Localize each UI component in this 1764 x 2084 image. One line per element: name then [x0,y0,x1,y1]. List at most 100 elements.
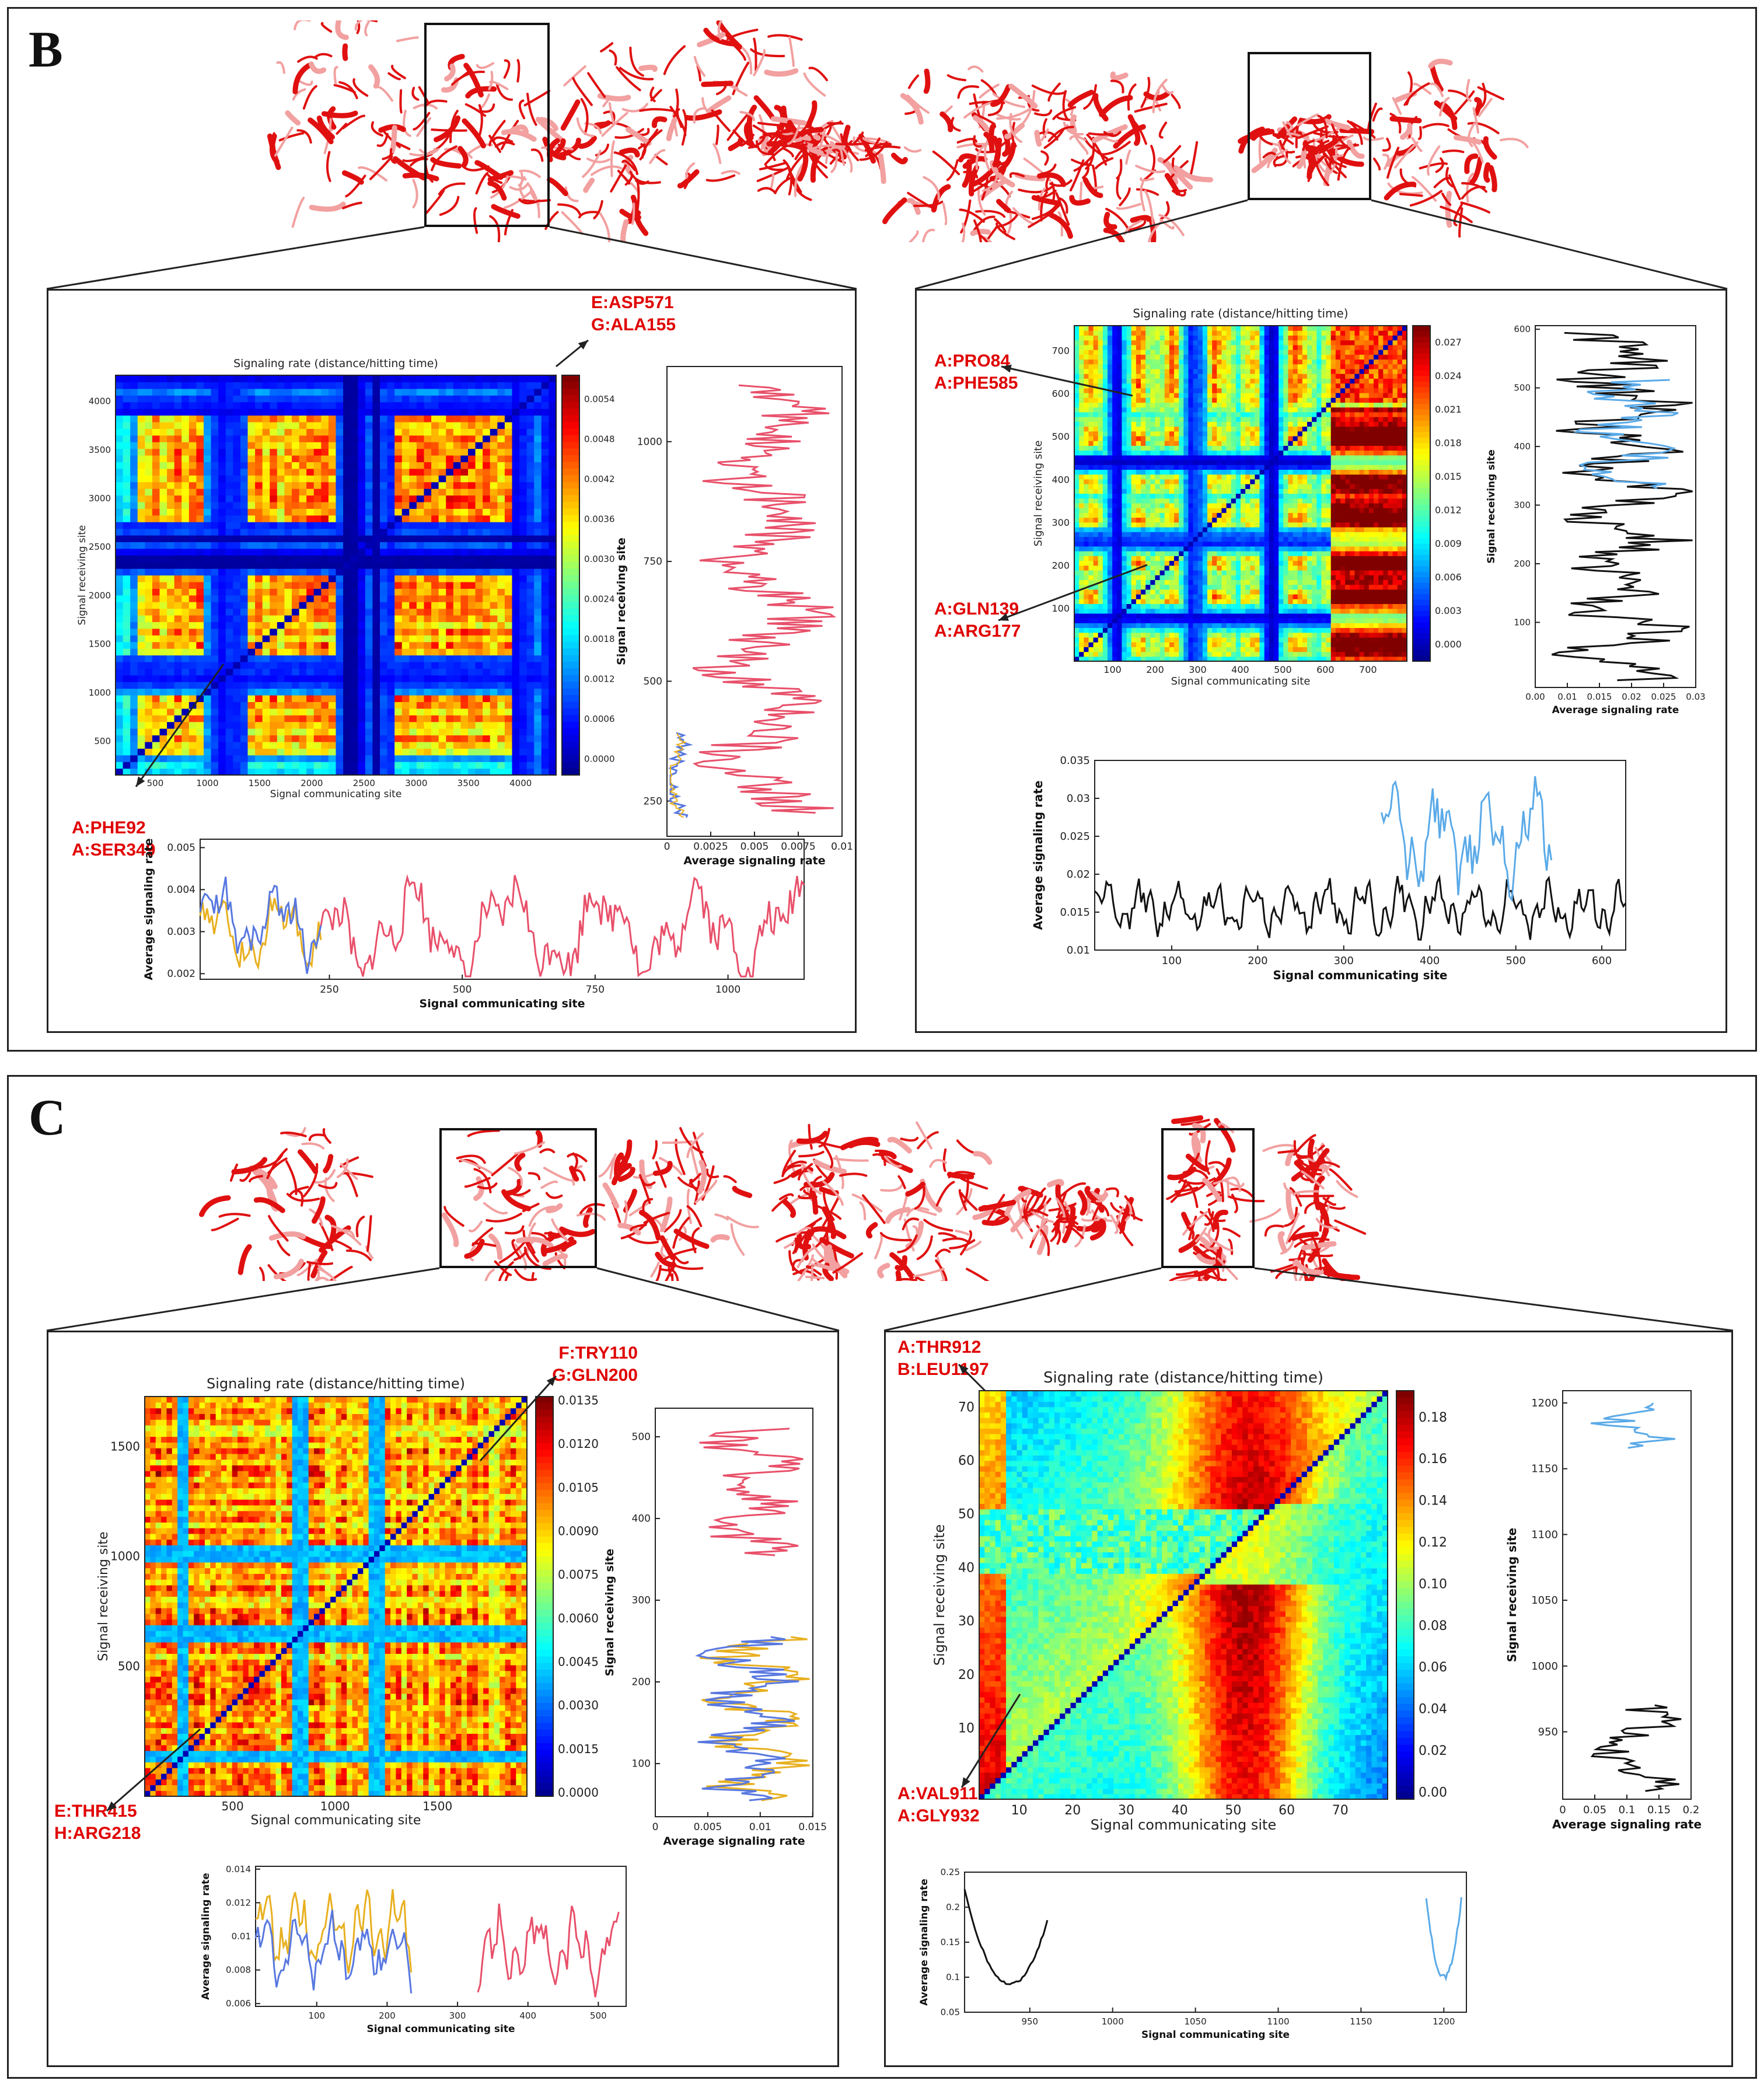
c-left-colorbar [536,1397,553,1797]
c-right-side-xtick: 0.05 [1583,1804,1606,1816]
protein-structure-c-2 [441,1129,606,1281]
c-left-arrow-bottom [106,1728,201,1812]
b-left-side-ytick: 250 [644,795,662,807]
b-left-bottom-xtick: 750 [586,984,605,996]
c-left-arrow-top [479,1375,557,1462]
colorbar-segment [562,462,579,469]
protein-structure-b-7 [956,82,1109,239]
colorbar-segment [536,1762,553,1771]
c-left-bottom-ytick: 0.006 [226,1998,251,2009]
c-right-side-xtick: 0 [1559,1804,1566,1816]
colorbar-segment [1413,577,1430,584]
colorbar-segment [1413,510,1430,516]
colorbar-segment [536,1416,553,1424]
b-left-heatmap-ytick: 1000 [89,687,111,698]
c-left-bottom-xtick: 500 [590,2010,607,2021]
colorbar-segment [1413,594,1430,601]
colorbar-segment [1396,1499,1414,1507]
colorbar-segment [562,762,579,769]
colorbar-segment [536,1483,553,1490]
colorbar-segment [1413,543,1430,550]
b-left-arrow-bottom [135,664,225,787]
b-right-bottom-ytick: 0.025 [1060,830,1090,843]
b-left-colorbar-tick: 0.0012 [584,674,615,685]
colorbar-segment [562,581,579,589]
colorbar-segment [536,1643,553,1650]
colorbar-segment [1413,655,1430,662]
colorbar-segment [536,1423,553,1431]
c-right-heatmap-title: Signaling rate (distance/hitting time) [1043,1369,1323,1387]
c-right-bottom-xtick: 1100 [1267,2016,1289,2027]
colorbar-segment [1396,1411,1414,1419]
b-left-colorbar-tick: 0.0048 [584,434,615,445]
colorbar-segment [536,1676,553,1684]
c-right-colorbar-tick: 0.08 [1419,1619,1447,1633]
colorbar-segment [1413,521,1430,528]
colorbar-segment [1413,448,1430,455]
b-right-bottom-xtick: 100 [1162,955,1182,967]
c-right-heatmap-ytick: 20 [958,1668,974,1682]
colorbar-segment [536,1750,553,1757]
colorbar-segment [562,395,579,403]
colorbar-segment [562,382,579,389]
c-left-heatmap [145,1397,528,1797]
b-left-colorbar-frame [561,375,580,776]
b-right-side-xtick: 0.015 [1587,692,1612,702]
colorbar-segment [1396,1751,1414,1759]
colorbar-segment [1396,1765,1414,1773]
colorbar-segment [1413,644,1430,651]
b-right-heatmap-xtick: 400 [1231,664,1249,675]
selection-box-c-right [1161,1128,1255,1268]
colorbar-segment [1413,465,1430,472]
c-right-bottom-xtick: 1000 [1102,2016,1124,2027]
protein-structure-c-3 [579,1127,759,1281]
protein-structure-b-8 [1043,71,1214,242]
arrow-shaft [479,1375,557,1462]
colorbar-segment [1396,1486,1414,1493]
c-left-side-xtick: 0.01 [749,1821,771,1833]
colorbar-segment [562,668,579,676]
panel-label-c: C [29,1088,66,1147]
b-left-side-xlabel: Average signaling rate [683,854,825,867]
colorbar-segment [1396,1506,1414,1514]
c-right-bottom-xtick: 1150 [1350,2016,1372,2027]
c-right-bottom-ytick: 0.1 [946,1972,960,1982]
panel-label-b: B [29,20,63,79]
colorbar-segment [1413,331,1430,338]
colorbar-segment [562,602,579,609]
b-left-bottom-xtick: 500 [453,984,471,996]
c-right-bottom-series-black [963,1889,1049,1985]
colorbar-segment [1413,437,1430,444]
c-left-bottom-ytick: 0.012 [226,1897,251,1908]
colorbar-segment [562,588,579,596]
b-right-colorbar [1413,326,1430,662]
b-right-colorbar-tick: 0.006 [1435,572,1462,583]
colorbar-segment [562,735,579,742]
b-right-bottom-xtick: 400 [1420,955,1440,967]
colorbar-segment [1396,1472,1414,1480]
colorbar-segment [1413,538,1430,544]
colorbar-segment [1396,1642,1414,1650]
c-right-bottom-ytick: 0.15 [941,1937,960,1947]
c-left-colorbar-tick: 0.0075 [558,1568,599,1582]
c-right-heatmap-xtick: 60 [1279,1803,1295,1818]
zoom-lines-c [46,1267,1734,1332]
c-right-arrow-top [958,1363,986,1392]
colorbar-segment [536,1682,553,1691]
colorbar-segment [1396,1738,1414,1746]
arrow-head [136,776,145,787]
colorbar-segment [1413,348,1430,354]
colorbar-segment [1413,482,1430,488]
colorbar-segment [562,635,579,643]
colorbar-segment [1413,616,1430,623]
c-left-colorbar-tick: 0.0015 [558,1742,599,1756]
protein-structure-b-5 [747,120,892,183]
colorbar-segment [536,1450,553,1457]
colorbar-segment [562,402,579,410]
colorbar-segment [562,661,579,669]
colorbar-segment [1413,393,1430,399]
colorbar-segment [562,448,579,456]
colorbar-segment [1396,1425,1414,1432]
colorbar-segment [562,475,579,483]
arrow-shaft [998,564,1148,622]
